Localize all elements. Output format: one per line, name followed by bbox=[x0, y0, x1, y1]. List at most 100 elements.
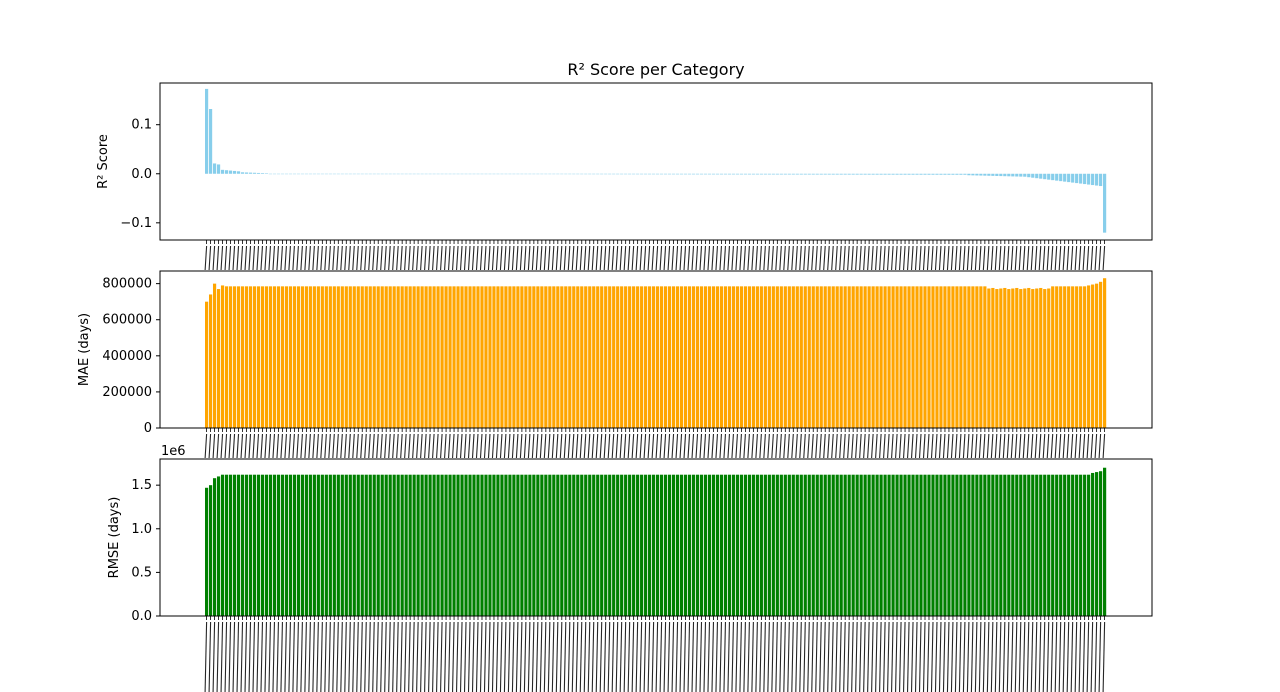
x-tick-label bbox=[563, 245, 567, 271]
bar-208 bbox=[1031, 289, 1035, 428]
bar-180 bbox=[919, 286, 923, 428]
x-tick-label bbox=[547, 433, 551, 459]
x-tick-label bbox=[232, 433, 236, 459]
bar-64 bbox=[456, 474, 460, 616]
bar-167 bbox=[867, 474, 871, 616]
x-tick-label bbox=[607, 245, 611, 271]
bar-148 bbox=[791, 474, 795, 616]
bar-214 bbox=[1055, 173, 1059, 181]
bar-158 bbox=[831, 474, 835, 616]
bar-161 bbox=[843, 286, 847, 428]
bar-176 bbox=[903, 286, 907, 428]
x-tick-label bbox=[503, 621, 507, 692]
x-tick-label bbox=[591, 245, 595, 271]
bar-121 bbox=[683, 173, 688, 175]
x-tick-label bbox=[659, 621, 663, 692]
x-tick-label bbox=[699, 245, 703, 271]
x-tick-label bbox=[795, 433, 798, 459]
x-tick-label bbox=[220, 433, 224, 459]
bar-129 bbox=[715, 286, 720, 428]
x-tick-label bbox=[619, 621, 623, 692]
bar-52 bbox=[408, 474, 412, 616]
x-tick-label bbox=[352, 621, 355, 692]
bar-165 bbox=[859, 173, 863, 175]
x-tick-label bbox=[328, 433, 331, 459]
bar-153 bbox=[811, 173, 815, 175]
x-tick-label bbox=[835, 433, 838, 459]
bar-19 bbox=[276, 474, 281, 616]
bar-183 bbox=[931, 474, 935, 616]
x-tick-label bbox=[404, 245, 407, 271]
x-tick-label bbox=[703, 433, 707, 459]
bar-40 bbox=[360, 474, 364, 616]
x-tick-label bbox=[954, 245, 958, 271]
x-tick-label bbox=[607, 621, 611, 692]
x-tick-label bbox=[619, 433, 623, 459]
bar-83 bbox=[532, 286, 536, 428]
x-ticks bbox=[206, 240, 1106, 244]
bar-204 bbox=[1015, 173, 1019, 177]
bar-137 bbox=[747, 286, 751, 428]
x-tick-label bbox=[950, 621, 954, 692]
bar-219 bbox=[1075, 286, 1079, 428]
bar-139 bbox=[755, 173, 759, 175]
bar-145 bbox=[779, 173, 783, 175]
x-tick-label bbox=[340, 433, 343, 459]
bar-120 bbox=[679, 286, 684, 428]
x-tick-label bbox=[304, 245, 307, 271]
bar-189 bbox=[955, 474, 959, 616]
x-tick-label bbox=[926, 245, 930, 271]
x-tick-label bbox=[1062, 433, 1066, 459]
bar-191 bbox=[963, 474, 967, 616]
x-tick-label-band bbox=[204, 433, 1106, 459]
x-tick-label bbox=[479, 433, 483, 459]
bar-104 bbox=[616, 286, 620, 428]
bar-157 bbox=[827, 286, 831, 428]
x-tick-label bbox=[408, 621, 411, 692]
bar-113 bbox=[652, 286, 656, 428]
chart-title: R² Score per Category bbox=[567, 60, 744, 79]
bar-220 bbox=[1079, 173, 1083, 184]
bar-75 bbox=[500, 474, 504, 616]
bar-219 bbox=[1075, 474, 1079, 616]
x-tick-label bbox=[599, 621, 603, 692]
bar-109 bbox=[636, 474, 640, 616]
x-tick-label bbox=[723, 433, 726, 459]
bar-213 bbox=[1051, 286, 1055, 428]
x-tick-label bbox=[611, 433, 615, 459]
x-tick-label bbox=[851, 621, 854, 692]
x-tick-label bbox=[663, 621, 667, 692]
bar-116 bbox=[663, 474, 668, 616]
x-tick-label bbox=[204, 621, 208, 692]
x-tick-label bbox=[990, 245, 994, 271]
bar-3 bbox=[212, 478, 217, 616]
bar-134 bbox=[735, 173, 740, 175]
x-tick-label bbox=[256, 433, 260, 459]
x-tick-label bbox=[695, 245, 699, 271]
x-tick-label bbox=[1002, 621, 1006, 692]
x-tick-label bbox=[260, 621, 264, 692]
bar-5 bbox=[220, 169, 225, 174]
bar-100 bbox=[600, 286, 604, 428]
bar-78 bbox=[512, 474, 516, 616]
x-tick-label bbox=[643, 433, 647, 459]
bar-63 bbox=[452, 286, 456, 428]
bar-93 bbox=[572, 286, 576, 428]
x-tick-label bbox=[208, 433, 212, 459]
x-tick-label bbox=[966, 245, 970, 271]
x-tick-label bbox=[895, 245, 898, 271]
x-tick-label bbox=[320, 245, 323, 271]
x-tick-label bbox=[388, 621, 391, 692]
bar-133 bbox=[731, 173, 736, 175]
x-tick-label bbox=[679, 621, 683, 692]
y-axis-label: MAE (days) bbox=[77, 313, 92, 386]
bar-62 bbox=[448, 286, 452, 428]
bar-142 bbox=[767, 173, 771, 175]
x-tick-label bbox=[843, 621, 846, 692]
x-tick-label bbox=[515, 433, 519, 459]
x-tick-label bbox=[1090, 621, 1094, 692]
bar-114 bbox=[656, 474, 660, 616]
bar-110 bbox=[640, 173, 644, 175]
x-tick-label bbox=[455, 245, 459, 271]
bar-147 bbox=[787, 173, 791, 175]
